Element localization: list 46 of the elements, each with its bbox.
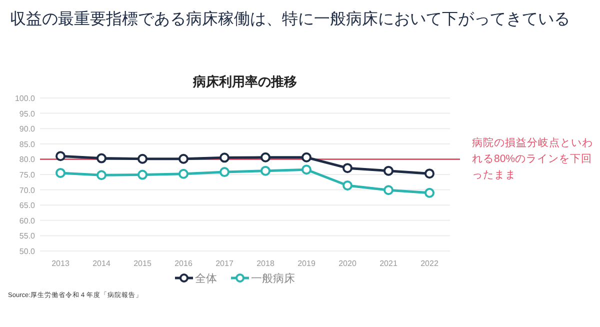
point — [424, 188, 434, 198]
x-tick-label: 2016 — [174, 259, 193, 268]
y-tick-label: 85.0 — [19, 140, 36, 149]
point — [96, 153, 106, 164]
point — [424, 168, 434, 179]
point — [56, 168, 66, 178]
y-tick-label: 65.0 — [19, 201, 36, 210]
point — [302, 152, 312, 162]
x-tick-label: 2020 — [338, 259, 357, 268]
x-tick-label: 2013 — [52, 259, 70, 268]
point — [260, 152, 270, 162]
x-tick-label: 2021 — [380, 259, 398, 268]
x-tick-label: 2017 — [216, 259, 234, 268]
y-tick-label: 50.0 — [19, 247, 36, 256]
point — [384, 185, 394, 196]
y-tick-label: 60.0 — [19, 216, 36, 226]
legend-label: 一般病床 — [251, 272, 295, 285]
point — [178, 168, 188, 179]
point — [138, 154, 148, 164]
y-tick-label: 90.0 — [19, 124, 36, 134]
point — [178, 154, 188, 164]
x-tick-label: 2019 — [298, 259, 316, 268]
point — [260, 166, 270, 176]
subtitle: 病床利用率の推移 — [193, 74, 297, 89]
x-tick-label: 2018 — [256, 259, 275, 268]
y-tick-label: 70.0 — [19, 186, 36, 195]
point — [56, 151, 66, 162]
title: 収益の最重要指標である病床稼働は、特に一般病床において下がってきている — [10, 11, 570, 28]
y-tick-label: 95.0 — [19, 109, 36, 118]
y-tick-label: 80.0 — [19, 155, 36, 164]
y-tick-label: 55.0 — [19, 232, 36, 241]
point — [96, 170, 106, 180]
point — [302, 164, 312, 175]
y-tick-label: 100.0 — [14, 94, 36, 103]
point — [342, 180, 352, 191]
legend-label: 全体 — [195, 273, 217, 285]
x-tick-label: 2022 — [420, 259, 439, 268]
point — [220, 167, 230, 178]
point — [138, 170, 148, 180]
point — [342, 163, 352, 174]
point — [220, 152, 230, 163]
y-tick-label: 75.0 — [19, 170, 36, 180]
x-tick-label: 2014 — [92, 259, 111, 268]
ref-line-label: 病院の損益分岐点といわれる80%のラインを下回ったまま — [472, 136, 594, 184]
point — [384, 166, 394, 176]
x-tick-label: 2015 — [134, 259, 152, 268]
